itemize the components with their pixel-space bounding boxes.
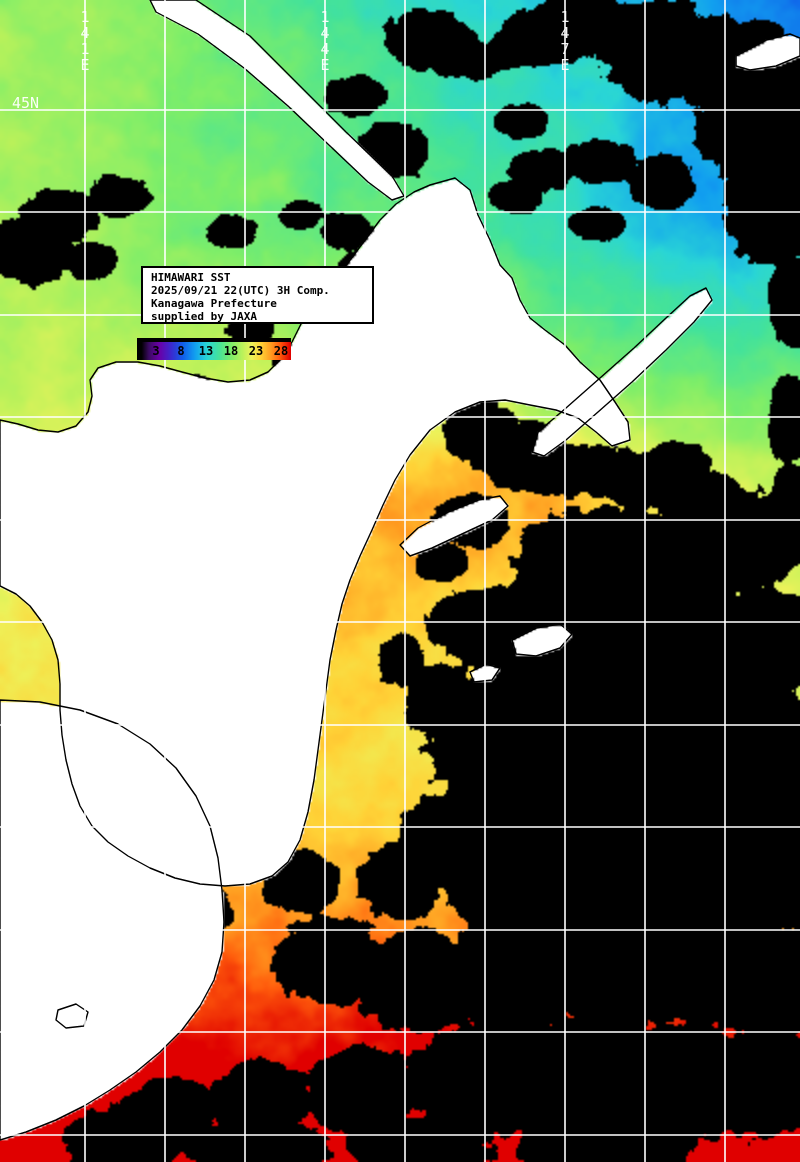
colorbar-tick-28: 28 bbox=[273, 344, 289, 358]
lat-label-45n: 45N bbox=[12, 94, 40, 112]
colorbar-tick-18: 18 bbox=[223, 344, 239, 358]
lon-label-141e: 141E bbox=[76, 8, 94, 72]
colorbar-tick-8: 8 bbox=[177, 344, 185, 358]
product-datetime: 2025/09/21 22(UTC) 3H Comp. bbox=[151, 284, 330, 297]
product-credit: supplied by JAXA bbox=[151, 310, 257, 323]
colorbar-gradient bbox=[141, 342, 291, 360]
product-title: HIMAWARI SST bbox=[151, 271, 231, 284]
colorbar-tick-labels: 3 8 13 18 23 28 bbox=[141, 342, 291, 360]
colorbar-tick-3: 3 bbox=[152, 344, 160, 358]
colorbar-tick-13: 13 bbox=[198, 344, 214, 358]
lon-label-147e: 147E bbox=[556, 8, 574, 72]
lon-label-144e: 144E bbox=[316, 8, 334, 72]
product-info-box: HIMAWARI SST 2025/09/21 22(UTC) 3H Comp.… bbox=[141, 266, 374, 324]
colorbar-tick-23: 23 bbox=[248, 344, 264, 358]
sst-colorbar: 3 8 13 18 23 28 bbox=[137, 338, 291, 360]
product-region: Kanagawa Prefecture bbox=[151, 297, 277, 310]
